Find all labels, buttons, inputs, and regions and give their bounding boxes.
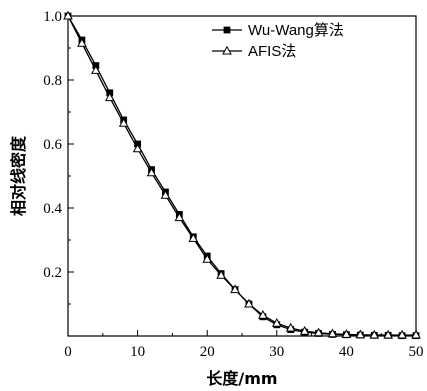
data-point-triangle <box>118 117 129 127</box>
x-tick-label: 0 <box>64 344 72 360</box>
x-tick-label: 30 <box>269 344 284 360</box>
data-point-triangle <box>313 327 324 337</box>
x-tick-label: 20 <box>200 344 215 360</box>
data-point-triangle <box>63 10 73 20</box>
data-point-triangle <box>216 269 226 279</box>
data-point-triangle <box>146 167 157 177</box>
data-point-triangle <box>230 284 240 294</box>
data-point-triangle <box>104 92 115 102</box>
data-point-triangle <box>397 329 407 339</box>
y-axis-title: 相对线密度 <box>9 135 28 216</box>
data-point-triangle <box>90 65 101 74</box>
data-point-triangle <box>244 298 254 308</box>
data-point-triangle <box>285 322 296 332</box>
x-tick-label: 10 <box>130 344 145 360</box>
data-point-triangle <box>174 212 185 222</box>
x-tick-label: 40 <box>339 344 354 360</box>
series-line <box>67 15 416 337</box>
data-point-triangle <box>271 317 282 327</box>
data-point-square <box>223 26 231 34</box>
legend: Wu-Wang算法 AFIS法 <box>212 21 344 60</box>
data-point-triangle <box>258 309 268 319</box>
legend-item-1: Wu-Wang算法 <box>212 21 344 39</box>
data-point-triangle <box>202 253 213 263</box>
y-tick-label: 0.4 <box>43 201 62 217</box>
y-tick-label: 0.2 <box>43 265 62 281</box>
data-point-triangle <box>222 45 232 55</box>
series-1 <box>64 12 420 340</box>
legend-label: Wu-Wang算法 <box>248 21 344 39</box>
data-point-triangle <box>160 189 171 199</box>
x-tick-label: 50 <box>409 344 424 360</box>
x-axis-title: 长度/mm <box>206 369 277 388</box>
data-point-triangle <box>411 329 421 339</box>
data-point-triangle <box>327 328 338 338</box>
data-point-triangle <box>369 329 380 339</box>
legend-item-2: AFIS法 <box>212 43 296 60</box>
series-line <box>67 15 416 336</box>
data-point-triangle <box>383 329 394 339</box>
data-point-triangle <box>77 37 87 47</box>
legend-label: AFIS法 <box>248 43 296 60</box>
series-2 <box>63 10 421 339</box>
data-point-triangle <box>132 143 143 153</box>
data-point-triangle <box>299 325 310 335</box>
data-point-triangle <box>341 329 352 338</box>
plot-frame <box>67 15 417 337</box>
y-tick-label: 1.0 <box>43 9 62 25</box>
y-tick-label: 0.6 <box>43 137 62 153</box>
data-point-triangle <box>355 329 366 339</box>
series-layer <box>63 10 421 340</box>
axes: 0 10 20 30 40 50 0.2 0.4 0.6 0.8 1.0 <box>43 9 423 360</box>
y-tick-label: 0.8 <box>43 73 62 89</box>
data-point-triangle <box>188 233 199 242</box>
